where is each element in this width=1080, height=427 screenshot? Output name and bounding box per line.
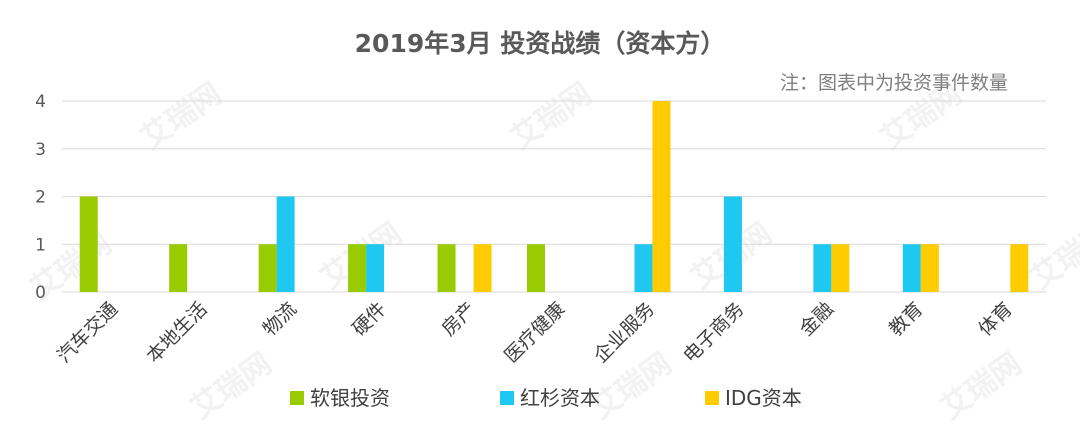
bar <box>437 244 456 292</box>
x-tick-label: 体育 <box>974 298 1016 340</box>
watermark-text: 艾瑞网 <box>935 346 1029 422</box>
bar <box>902 244 921 292</box>
y-tick-label: 3 <box>35 140 46 160</box>
watermark-text: 艾瑞网 <box>505 76 599 156</box>
x-tick-label: 本地生活 <box>142 298 211 367</box>
x-tick-label: 金融 <box>795 298 837 340</box>
x-axis: 汽车交通 本地生活 物流 硬件 房产 医疗健康 企业服务 电子商务 金融 教育 体育 <box>53 298 1017 367</box>
x-tick-label: 汽车交通 <box>53 298 122 367</box>
legend-swatch <box>705 391 719 405</box>
bar <box>276 196 295 292</box>
legend-label: IDG资本 <box>725 386 802 410</box>
y-tick-label: 0 <box>35 283 46 303</box>
bar <box>348 244 367 292</box>
bar <box>723 196 742 292</box>
y-axis: 0 1 2 3 4 <box>35 92 46 303</box>
y-tick-label: 2 <box>35 188 46 208</box>
x-tick-label: 电子商务 <box>679 298 748 367</box>
chart-title: 2019年3月 投资战绩（资本方） <box>355 29 726 58</box>
bar <box>258 244 277 292</box>
chart-note: 注：图表中为投资事件数量 <box>780 72 1008 94</box>
watermark-text: 艾瑞网 <box>185 346 279 422</box>
bar <box>634 244 653 292</box>
legend-label: 软银投资 <box>310 386 390 410</box>
watermark-text: 艾瑞网 <box>135 76 229 156</box>
bar <box>652 101 671 292</box>
bar <box>920 244 939 292</box>
bars <box>79 101 1029 292</box>
bar <box>79 196 98 292</box>
legend-swatch <box>500 391 514 405</box>
bar <box>813 244 832 292</box>
watermark-text: 艾瑞网 <box>1025 216 1080 296</box>
x-tick-label: 医疗健康 <box>500 298 569 367</box>
x-tick-label: 教育 <box>885 298 927 340</box>
legend-label: 红杉资本 <box>520 386 600 410</box>
x-tick-label: 物流 <box>259 298 301 340</box>
x-tick-label: 硬件 <box>348 298 390 340</box>
bar <box>1010 244 1029 292</box>
x-tick-label: 房产 <box>438 298 480 340</box>
bar <box>527 244 545 292</box>
legend-swatch <box>290 391 304 405</box>
y-tick-label: 4 <box>35 92 46 112</box>
y-tick-label: 1 <box>35 235 46 255</box>
bar <box>831 244 850 292</box>
legend: 软银投资 红杉资本 IDG资本 <box>290 386 802 410</box>
bar <box>473 244 492 292</box>
gridlines <box>62 100 1046 293</box>
bar <box>169 244 188 292</box>
bar <box>366 244 385 292</box>
